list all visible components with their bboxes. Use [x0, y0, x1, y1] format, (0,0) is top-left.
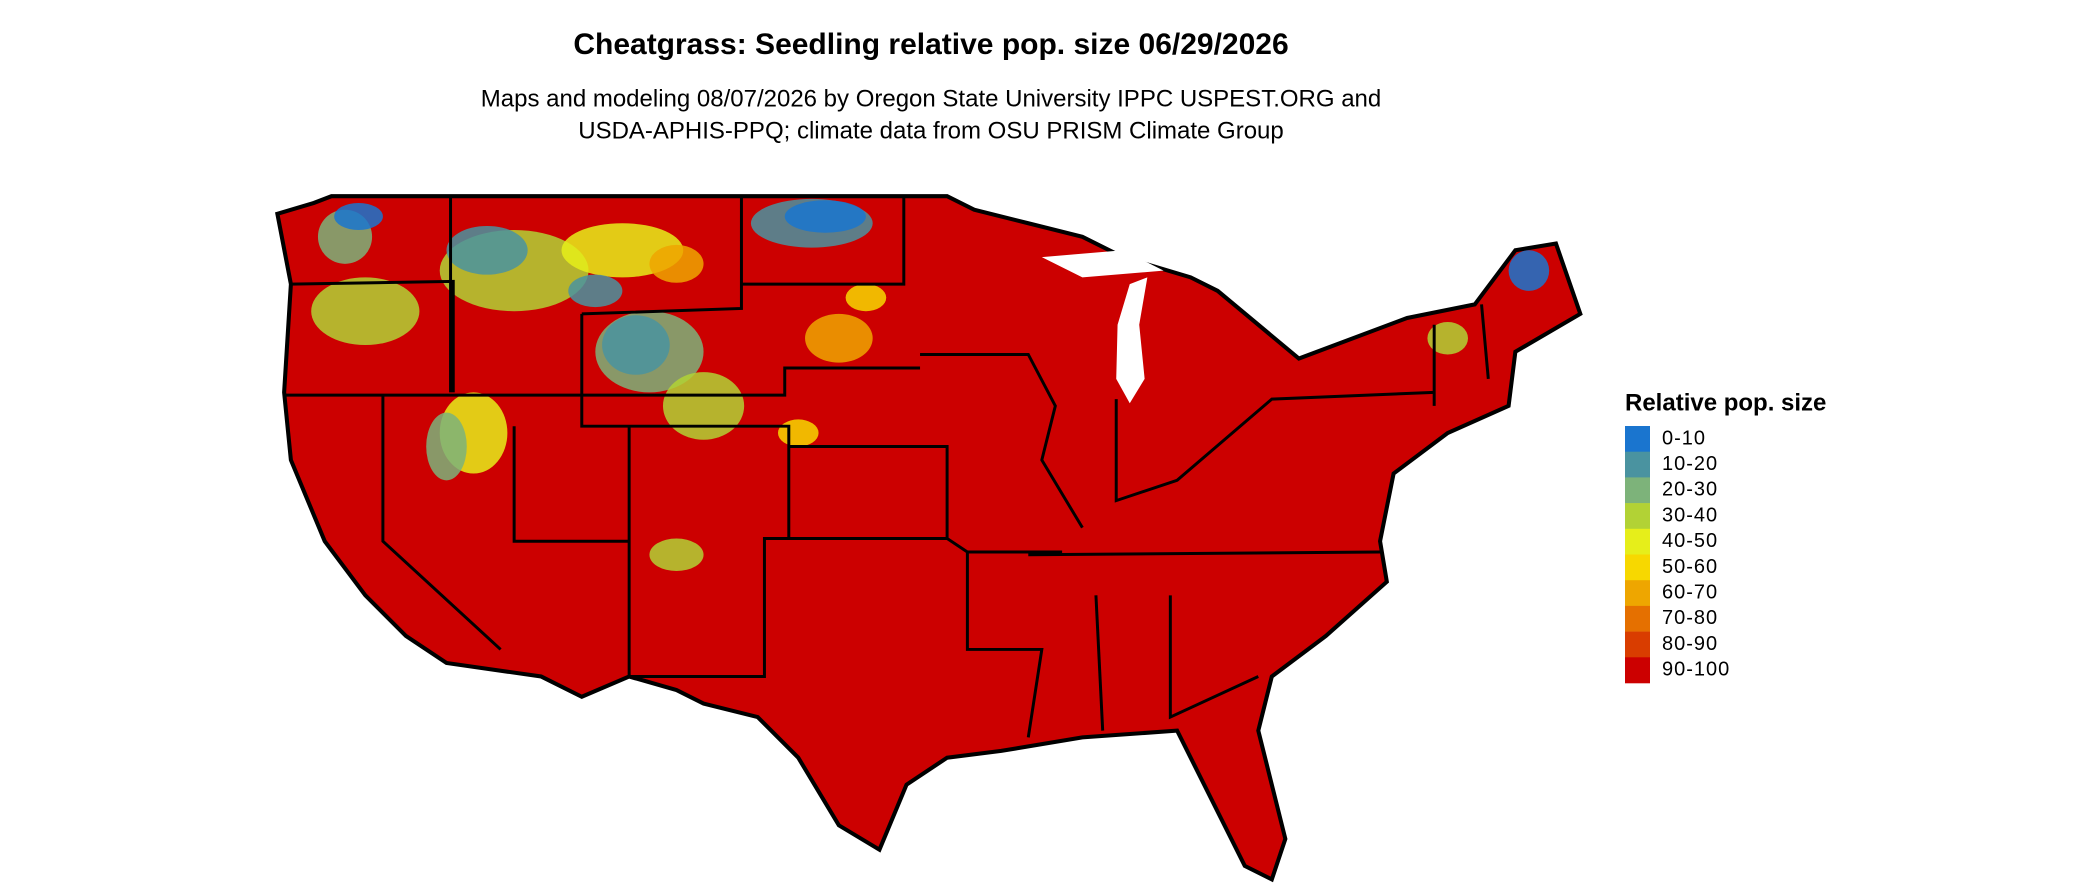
lake — [1041, 250, 1164, 278]
subtitle: USDA-APHIS-PPQ; climate data from OSU PR… — [578, 117, 1284, 144]
legend-swatch — [1625, 451, 1650, 478]
legend-label: 50-60 — [1662, 556, 1718, 578]
us-map — [275, 194, 1583, 883]
patch — [777, 419, 819, 447]
patch — [426, 412, 467, 481]
patch — [649, 244, 704, 283]
legend-swatch — [1625, 528, 1650, 555]
subtitle: Maps and modeling 08/07/2026 by Oregon S… — [481, 85, 1381, 112]
patch — [649, 538, 704, 571]
legend-label: 90-100 — [1662, 659, 1730, 681]
legend-label: 60-70 — [1662, 581, 1718, 603]
patches — [311, 198, 1550, 571]
patch — [568, 274, 623, 308]
state-lines — [284, 196, 1490, 738]
patch — [784, 200, 866, 233]
patch — [602, 315, 670, 375]
legend-label: 40-50 — [1662, 530, 1718, 552]
legend-label: 10-20 — [1662, 453, 1718, 475]
legend-label: 80-90 — [1662, 633, 1718, 655]
lake — [1116, 277, 1148, 404]
patch — [662, 372, 745, 440]
legend-swatch — [1625, 477, 1650, 504]
legend: 0-10 10-20 20-30 30-40 40-50 50-60 60-70 70-80 8… — [1625, 426, 1730, 684]
legend-swatch — [1625, 503, 1650, 530]
legend-swatch — [1625, 426, 1650, 452]
patch — [334, 202, 383, 231]
legend-swatch — [1625, 657, 1650, 684]
legend-label: 30-40 — [1662, 504, 1718, 526]
patch — [311, 277, 420, 346]
legend-label: 0-10 — [1662, 427, 1706, 449]
legend-swatch — [1625, 631, 1650, 658]
patch — [1508, 250, 1550, 291]
legend-title: Relative pop. size — [1625, 389, 1826, 416]
patch — [845, 284, 887, 312]
patch — [1427, 322, 1469, 355]
legend-label: 70-80 — [1662, 607, 1718, 629]
legend-swatch — [1625, 605, 1650, 632]
patch — [805, 313, 873, 363]
legend-swatch — [1625, 580, 1650, 607]
legend-label: 20-30 — [1662, 479, 1718, 501]
legend-swatch — [1625, 554, 1650, 581]
patch — [446, 225, 528, 275]
title: Cheatgrass: Seedling relative pop. size … — [573, 28, 1288, 61]
